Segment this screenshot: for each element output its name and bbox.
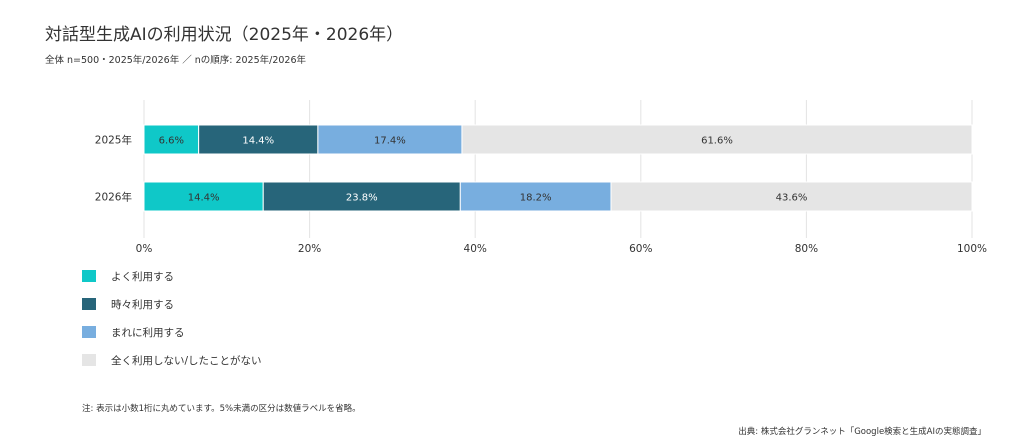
legend-label: まれに利用する	[111, 326, 185, 339]
x-tick-label: 40%	[464, 243, 487, 255]
x-tick-label: 20%	[298, 243, 321, 255]
x-tick-label: 80%	[795, 243, 818, 255]
data-label: 61.6%	[701, 136, 733, 147]
legend-item: 時々利用する	[82, 290, 262, 318]
legend: よく利用する 時々利用する まれに利用する 全く利用しない/したことがない	[82, 262, 262, 374]
y-category-label: 2025年	[95, 134, 132, 147]
data-label: 14.4%	[242, 136, 274, 147]
legend-item: 全く利用しない/したことがない	[82, 346, 262, 374]
data-label: 14.4%	[188, 193, 220, 204]
data-label: 23.8%	[346, 193, 378, 204]
legend-item: よく利用する	[82, 262, 262, 290]
source-credit: 出典: 株式会社グランネット「Google検索と生成AIの実態調査」	[738, 427, 986, 437]
x-tick-label: 0%	[136, 243, 153, 255]
legend-item: まれに利用する	[82, 318, 262, 346]
bar-segment	[143, 124, 200, 155]
legend-swatch	[82, 270, 96, 282]
legend-swatch	[82, 298, 96, 310]
x-tick-label: 100%	[957, 243, 987, 255]
data-label: 18.2%	[520, 193, 552, 204]
chart-title: 対話型生成AIの利用状況（2025年・2026年）	[45, 25, 404, 45]
legend-swatch	[82, 326, 96, 338]
data-label: 6.6%	[159, 136, 184, 147]
legend-label: 時々利用する	[111, 298, 174, 311]
legend-label: 全く利用しない/したことがない	[111, 354, 262, 367]
bar-segment	[610, 181, 973, 212]
footnote: 注: 表示は小数1桁に丸めています。5%未満の区分は数値ラベルを省略。	[82, 404, 361, 414]
y-category-label: 2026年	[95, 191, 132, 204]
stacked-bar-chart: 0% 20% 40% 60% 80% 100% 2025年 6.6% 14.4% 17.4% 61.…	[95, 100, 987, 255]
bar-segment	[262, 181, 461, 212]
legend-label: よく利用する	[111, 270, 174, 283]
data-label: 43.6%	[776, 193, 808, 204]
bar-segment	[461, 124, 973, 155]
x-tick-label: 60%	[629, 243, 652, 255]
data-label: 17.4%	[374, 136, 406, 147]
chart-subtitle: 全体 n=500・2025年/2026年 ／ nの順序: 2025年/2026年	[45, 55, 307, 66]
bar-segment	[198, 124, 319, 155]
legend-swatch	[82, 354, 96, 366]
bar-segment	[459, 181, 612, 212]
